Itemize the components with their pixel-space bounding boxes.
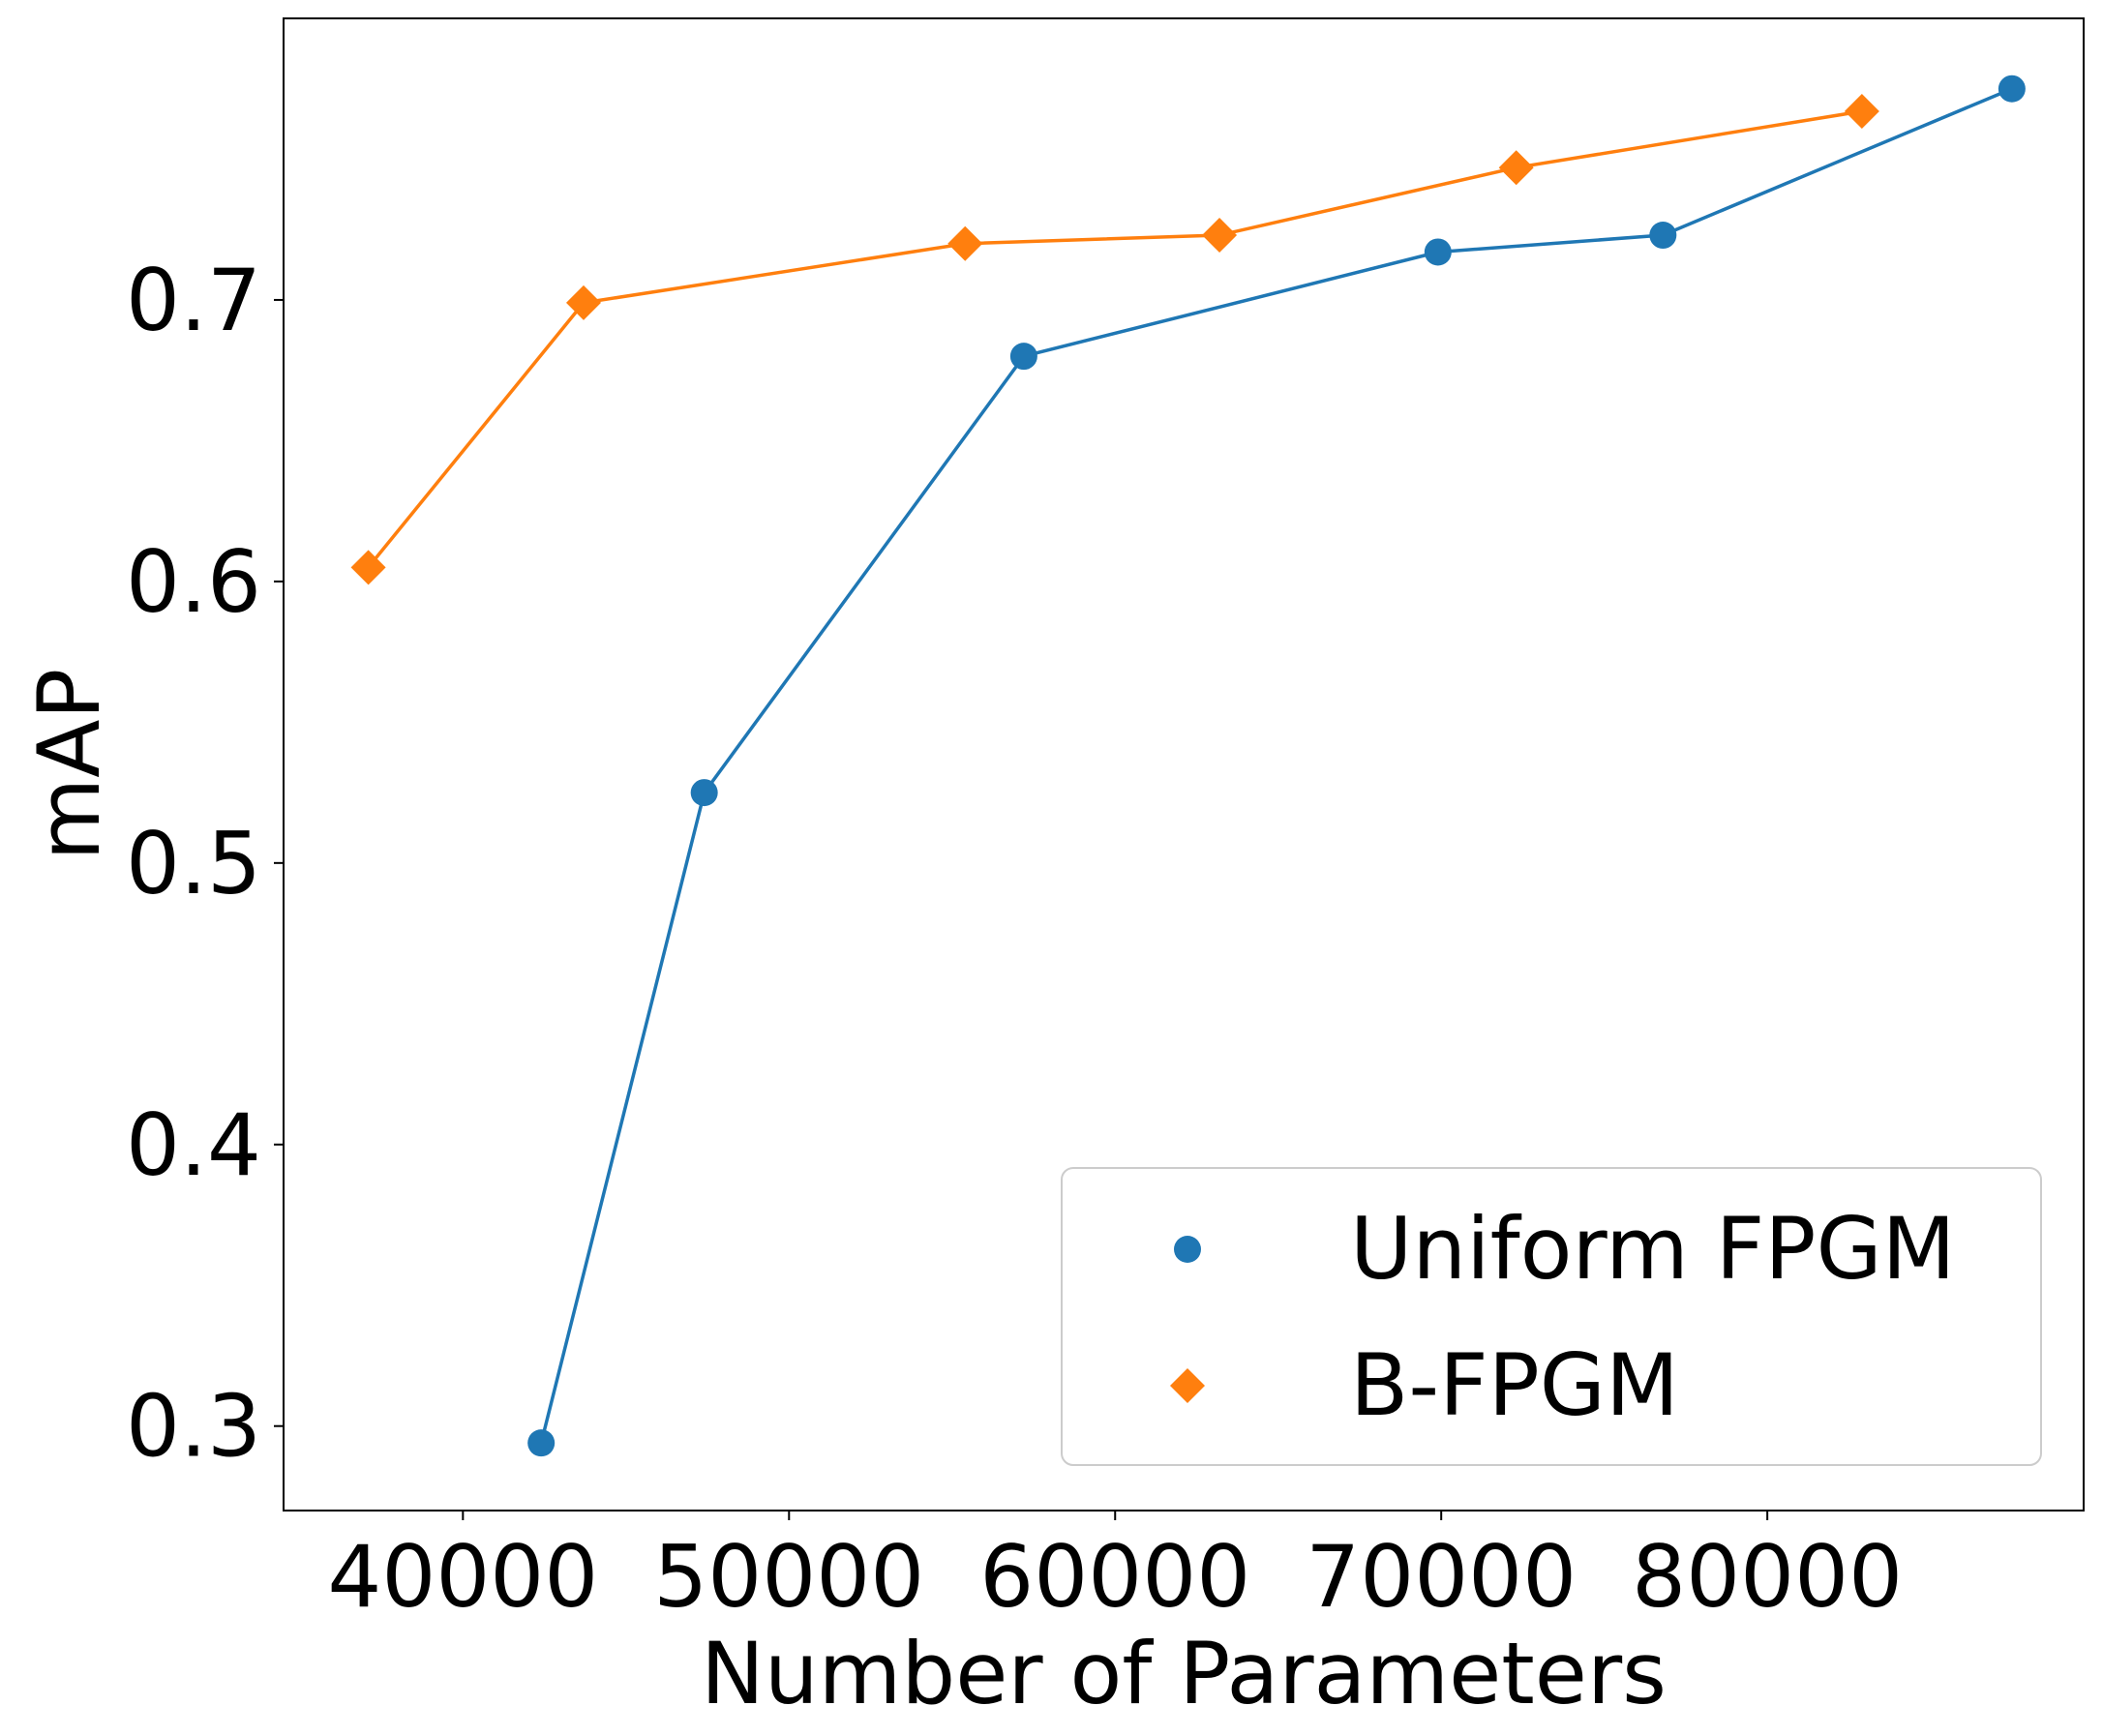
series-line-b-fpgm [367,109,1863,569]
data-point-uniform-fpgm [690,779,718,807]
y-tick-label: 0.6 [126,532,261,632]
plot-frame [283,17,2085,1512]
x-axis-ticks: 40000 50000 60000 70000 80000 [327,1511,1903,1627]
data-point-uniform-fpgm [1998,75,2026,103]
y-tick-label: 0.4 [126,1095,261,1195]
data-point-b-fpgm [1498,150,1534,186]
x-axis-title: Number of Parameters [701,1624,1667,1723]
x-tick-label: 50000 [653,1527,924,1627]
legend-box [1061,1167,2042,1466]
y-tick-label: 0.3 [126,1377,261,1477]
legend-marker-b-fpgm [1170,1368,1205,1403]
data-point-uniform-fpgm [1649,222,1677,250]
data-point-uniform-fpgm [527,1429,556,1457]
data-point-uniform-fpgm [1424,238,1452,266]
data-point-b-fpgm [350,550,386,585]
legend-label-uniform-fpgm: Uniform FPGM [1350,1199,1956,1299]
x-tick-label: 60000 [979,1527,1250,1627]
x-tick-label: 70000 [1306,1527,1577,1627]
legend-marker-uniform-fpgm [1174,1236,1201,1263]
y-axis-title: mAP [19,669,119,861]
y-axis-ticks: 0.3 0.4 0.5 0.6 0.7 [126,251,284,1477]
data-point-uniform-fpgm [1009,343,1037,371]
data-point-b-fpgm [566,284,601,320]
plot-lines [367,87,2013,1444]
legend: Uniform FPGM B-FPGM [1061,1167,2042,1466]
data-point-b-fpgm [1844,94,1879,130]
x-tick-label: 80000 [1632,1527,1903,1627]
data-point-b-fpgm [1202,218,1238,254]
x-tick-label: 40000 [327,1527,598,1627]
y-tick-label: 0.5 [126,814,261,913]
series-line-uniform-fpgm [539,87,2013,1444]
plot-markers [350,75,2026,1457]
legend-label-b-fpgm: B-FPGM [1350,1335,1679,1435]
y-tick-label: 0.7 [126,251,261,350]
data-point-b-fpgm [947,225,983,261]
